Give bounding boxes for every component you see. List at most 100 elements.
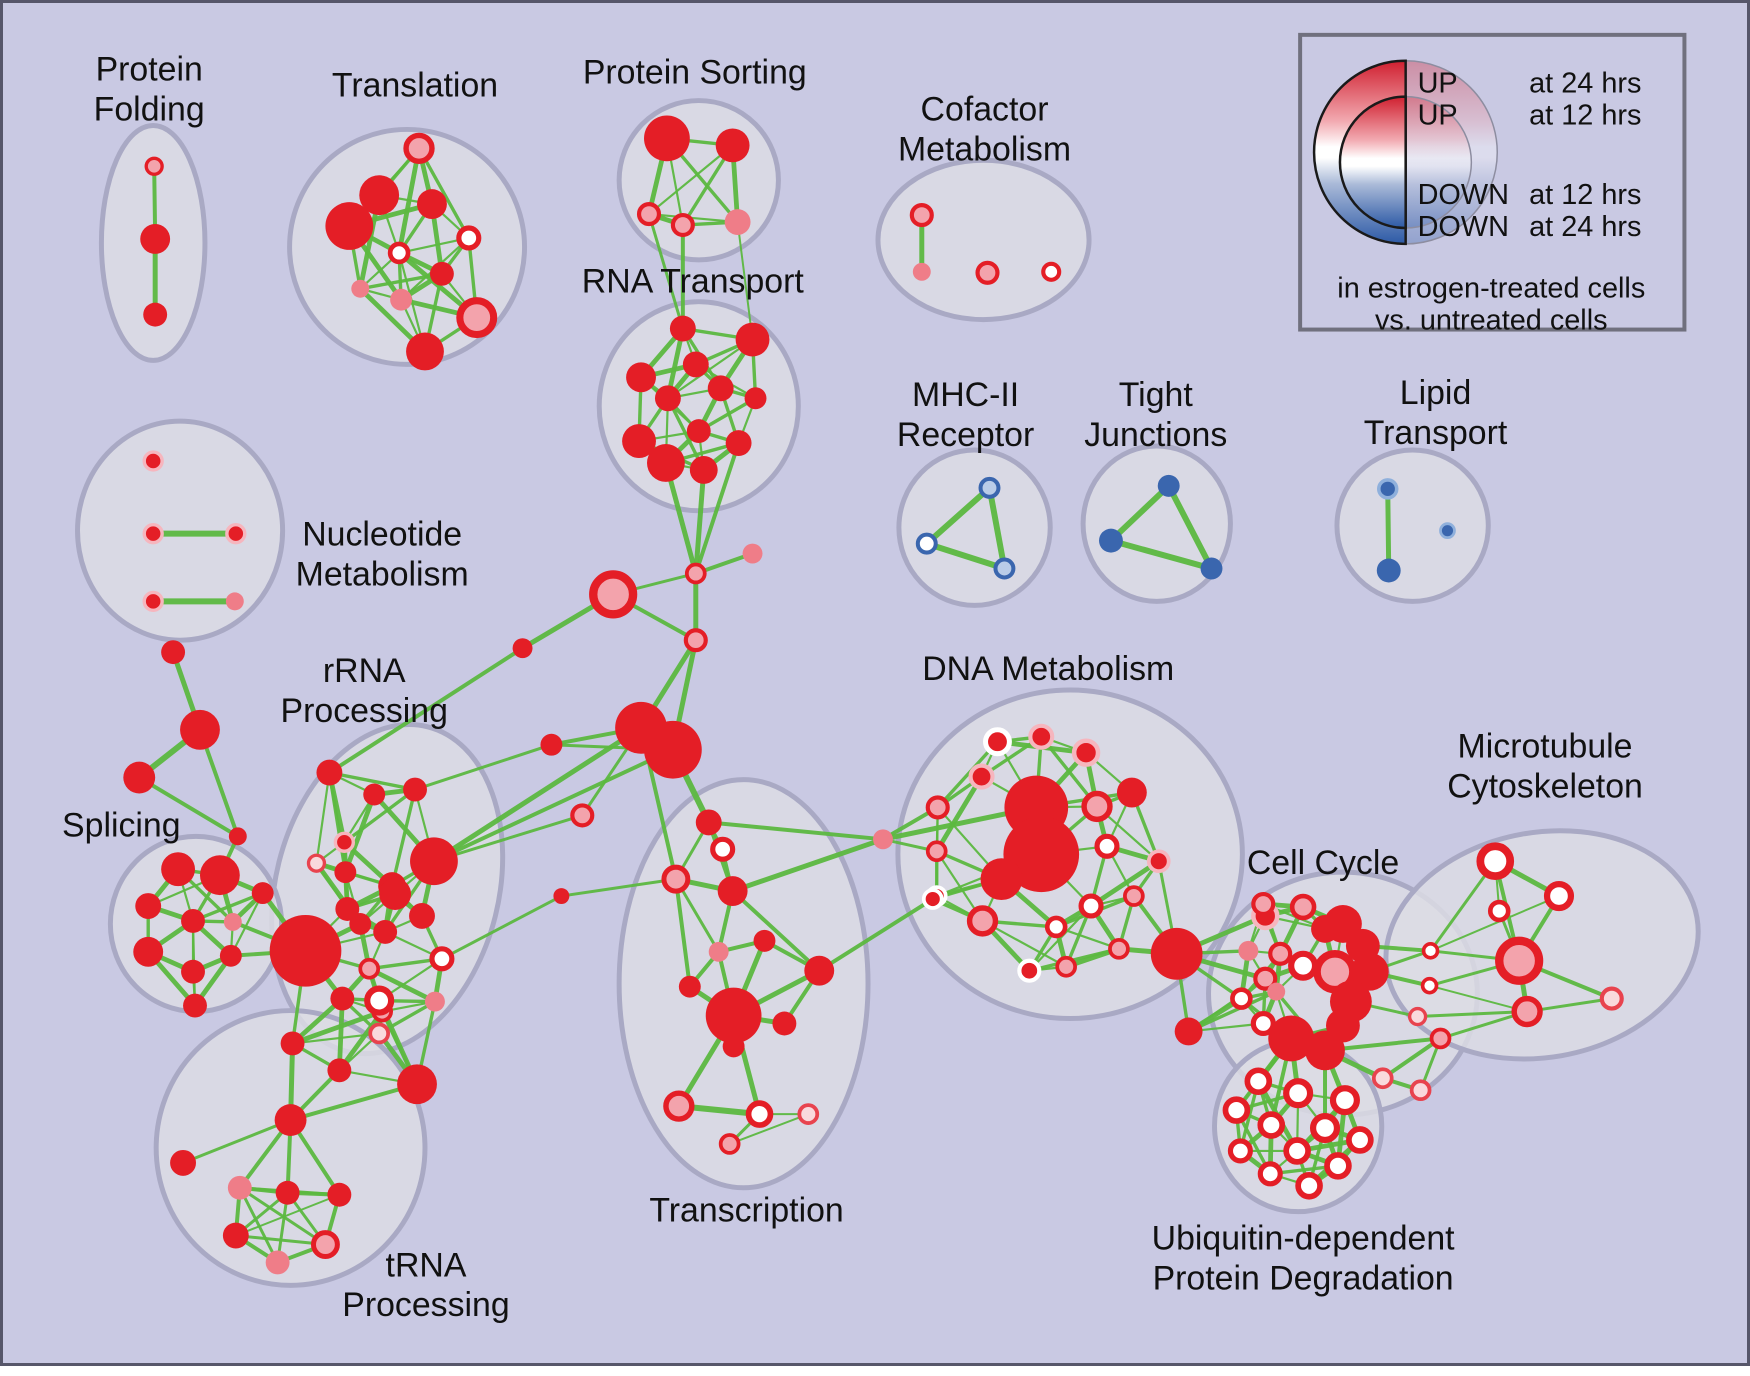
network-edge	[417, 146, 471, 240]
cluster-label-protein-folding: Protein	[96, 51, 203, 89]
gene-node-dna-metabolism	[1081, 790, 1113, 823]
gene-node-dna-metabolism	[925, 795, 950, 820]
gene-node-rna-transport	[626, 362, 656, 393]
gene-node-translation	[406, 332, 444, 371]
network-bridge-edge	[706, 820, 885, 842]
gene-node-ubiquitin-degradation	[1257, 1111, 1286, 1139]
gene-node-trna-processing	[310, 1230, 340, 1259]
cluster-label-ubiquitin-degradation: Protein Degradation	[1153, 1259, 1454, 1297]
gene-node-splicing	[161, 852, 195, 887]
gene-node-transcription	[705, 987, 762, 1044]
gene-node-translation	[359, 175, 400, 216]
gene-node-rna-transport	[735, 322, 770, 357]
cluster-label-transcription: Transcription	[649, 1192, 843, 1230]
gene-node-protein-folding	[143, 302, 168, 327]
legend-row-time: at 24 hrs	[1529, 68, 1641, 100]
network-nodes-layer	[123, 115, 1624, 1275]
gene-node-splicing	[181, 959, 205, 984]
gene-node-rrna-processing	[403, 777, 427, 802]
network-edge	[666, 338, 754, 400]
gene-node-nucleotide-metabolism	[225, 592, 244, 611]
network-edge	[315, 771, 331, 865]
gene-node-translation	[403, 132, 435, 165]
gene-node-rna-transport	[682, 351, 709, 378]
gene-node-protein-sorting	[670, 212, 695, 238]
gene-node-dna-metabolism	[983, 727, 1012, 757]
cluster-shape-cofactor-metabolism	[875, 157, 1092, 323]
cluster-label-microtubule-cytoskeleton: Cytoskeleton	[1447, 767, 1643, 805]
network-edge	[1385, 486, 1392, 573]
gene-node-translation	[456, 297, 498, 339]
gene-node-cell-cycle	[1288, 950, 1319, 981]
network-bridge-edge	[730, 836, 886, 894]
gene-node-microtubule-cytoskeleton	[1409, 1079, 1432, 1102]
network-edge	[229, 891, 264, 957]
gene-node-trna-processing	[274, 1104, 307, 1137]
gene-node-rrna-processing	[429, 946, 455, 972]
network-edge	[1428, 984, 1529, 1013]
gene-node-lipid-transport	[1376, 478, 1399, 500]
gene-node-cofactor-metabolism	[1041, 261, 1062, 282]
network-edge	[1165, 482, 1215, 572]
gene-node-cell-cycle	[1150, 927, 1203, 980]
cluster-label-rna-transport: RNA Transport	[582, 263, 805, 301]
gene-node-translation	[351, 279, 370, 298]
network-bridge-edge	[693, 441, 741, 576]
network-edge	[191, 891, 265, 923]
gene-node-tight-junctions	[1099, 528, 1123, 553]
cluster-label-nucleotide-metabolism: Metabolism	[296, 555, 469, 593]
network-edge	[1088, 858, 1162, 909]
gene-node-ubiquitin-degradation	[1295, 1171, 1323, 1200]
network-edge	[1429, 895, 1560, 952]
gene-node-free	[644, 720, 702, 779]
gene-node-rrna-processing	[335, 897, 360, 921]
gene-node-nucleotide-metabolism	[142, 450, 164, 472]
gene-node-trna-processing	[227, 1175, 252, 1200]
gene-node-rna-transport	[689, 456, 718, 484]
gene-node-microtubule-cytoskeleton	[1543, 881, 1575, 912]
legend-glyph-inner-right	[1404, 95, 1473, 229]
network-edge	[1028, 904, 1093, 972]
gene-node-rna-transport	[647, 444, 685, 482]
gene-node-microtubule-cytoskeleton	[1429, 1027, 1452, 1050]
gene-node-free	[742, 543, 763, 564]
network-bridge-edge	[432, 813, 584, 863]
network-edge	[923, 484, 993, 547]
gene-node-mhc2-receptor	[915, 532, 938, 555]
cluster-label-lipid-transport: Transport	[1364, 414, 1508, 452]
gene-node-splicing	[219, 944, 242, 967]
gene-node-splicing	[133, 936, 164, 967]
gene-node-tight-junctions	[1157, 474, 1180, 497]
network-edge	[234, 1234, 327, 1247]
network-edge	[1186, 989, 1278, 1034]
gene-node-protein-sorting	[715, 128, 750, 163]
gene-node-ubiquitin-degradation	[1244, 1067, 1273, 1096]
gene-node-free	[873, 829, 893, 850]
gene-node-transcription	[678, 975, 701, 998]
gene-node-dna-metabolism	[1108, 937, 1130, 960]
gene-node-transcription	[722, 1035, 745, 1058]
cluster-label-rrna-processing: Processing	[281, 692, 448, 730]
cluster-shape-transcription	[616, 777, 871, 1191]
gene-node-cofactor-metabolism	[975, 260, 1000, 285]
cluster-shape-lipid-transport	[1334, 447, 1491, 604]
gene-node-microtubule-cytoskeleton	[1371, 1067, 1394, 1090]
gene-node-free	[684, 562, 707, 585]
gene-node-free	[921, 888, 944, 910]
gene-node-rrna-processing	[373, 919, 398, 944]
gene-node-translation	[390, 288, 413, 311]
legend-row-dir: UP	[1418, 68, 1458, 100]
gene-node-protein-folding	[140, 224, 171, 254]
gene-node-rna-transport	[669, 315, 696, 342]
gene-node-rna-transport	[725, 430, 752, 457]
gene-node-rna-transport	[654, 385, 681, 412]
gene-node-microtubule-cytoskeleton	[1421, 942, 1440, 960]
network-edge	[234, 1193, 341, 1237]
network-edge	[1107, 482, 1172, 544]
gene-node-transcription	[745, 1100, 774, 1128]
gene-node-transcription	[708, 941, 729, 962]
gene-node-free	[553, 888, 570, 905]
gene-node-transcription	[753, 929, 776, 952]
gene-node-microtubule-cytoskeleton	[1495, 936, 1544, 985]
